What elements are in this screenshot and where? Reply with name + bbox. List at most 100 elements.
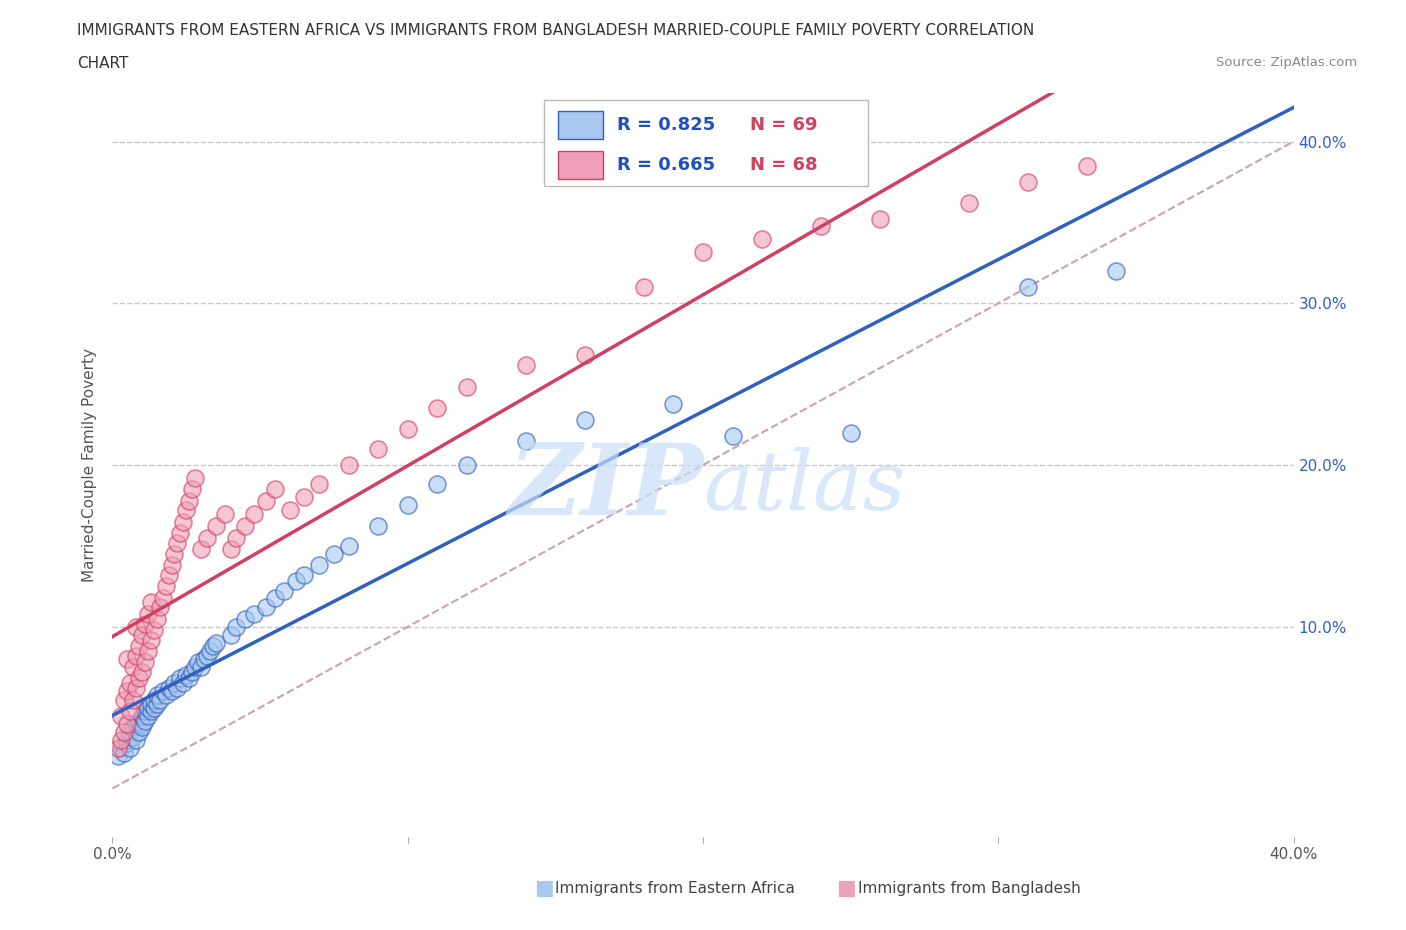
Point [139, 697, 162, 711]
Point [155, 687, 177, 702]
Point [112, 692, 135, 707]
Point [110, 733, 132, 748]
Point [292, 567, 315, 582]
Point [190, 659, 212, 674]
Point [810, 219, 832, 233]
Text: R = 0.825: R = 0.825 [617, 116, 716, 134]
Point [233, 611, 256, 626]
Point [122, 692, 145, 707]
Point [273, 584, 295, 599]
FancyBboxPatch shape [558, 151, 603, 179]
Point [633, 280, 655, 295]
Point [131, 716, 153, 731]
Point [136, 644, 159, 658]
Point [751, 232, 773, 246]
Point [117, 684, 138, 698]
Point [163, 547, 186, 562]
Point [157, 567, 180, 582]
Text: ZIP: ZIP [508, 439, 703, 536]
Point [396, 498, 419, 512]
Point [134, 655, 156, 670]
Point [692, 244, 714, 259]
Point [721, 429, 744, 444]
Point [152, 684, 174, 698]
Point [308, 558, 330, 573]
Point [125, 733, 148, 748]
Point [456, 458, 478, 472]
Text: CHART: CHART [77, 56, 129, 71]
Point [233, 519, 256, 534]
Point [110, 709, 132, 724]
Point [107, 749, 129, 764]
Point [278, 503, 301, 518]
Point [243, 606, 266, 621]
Point [112, 746, 135, 761]
FancyBboxPatch shape [544, 100, 869, 186]
Point [131, 628, 153, 643]
Point [195, 530, 218, 545]
Point [201, 639, 224, 654]
Point [219, 541, 242, 556]
Text: Source: ZipAtlas.com: Source: ZipAtlas.com [1216, 56, 1357, 69]
Text: ■: ■ [837, 878, 856, 898]
Point [128, 713, 150, 728]
Point [142, 700, 165, 715]
Point [426, 477, 449, 492]
Point [110, 740, 132, 755]
Point [163, 676, 186, 691]
Point [193, 652, 215, 667]
Point [515, 357, 537, 372]
Point [292, 490, 315, 505]
Point [181, 665, 204, 680]
Point [179, 671, 201, 686]
Y-axis label: Married-Couple Family Poverty: Married-Couple Family Poverty [82, 348, 97, 582]
Point [134, 616, 156, 631]
Point [149, 692, 172, 707]
Point [125, 648, 148, 663]
Point [396, 422, 419, 437]
Text: Immigrants from Eastern Africa: Immigrants from Eastern Africa [555, 881, 796, 896]
Text: ■: ■ [534, 878, 554, 898]
Point [574, 412, 596, 427]
Point [152, 591, 174, 605]
Point [172, 676, 194, 691]
Point [198, 644, 221, 658]
Point [205, 519, 228, 534]
Point [169, 671, 191, 686]
Point [120, 703, 142, 718]
Point [264, 482, 287, 497]
Point [120, 724, 142, 739]
Point [134, 713, 156, 728]
Point [160, 558, 183, 573]
Point [136, 709, 159, 724]
Point [426, 401, 449, 416]
Point [367, 442, 389, 457]
Point [120, 676, 142, 691]
Point [169, 525, 191, 540]
Point [1017, 280, 1039, 295]
Text: N = 69: N = 69 [751, 116, 818, 134]
Point [139, 595, 162, 610]
Text: IMMIGRANTS FROM EASTERN AFRICA VS IMMIGRANTS FROM BANGLADESH MARRIED-COUPLE FAMI: IMMIGRANTS FROM EASTERN AFRICA VS IMMIGR… [77, 23, 1035, 38]
Point [1076, 158, 1098, 173]
Text: R = 0.665: R = 0.665 [617, 156, 714, 174]
Point [146, 697, 169, 711]
Point [174, 503, 197, 518]
Point [187, 655, 209, 670]
Point [155, 578, 177, 593]
Point [125, 619, 148, 634]
Point [184, 471, 207, 485]
Point [117, 736, 138, 751]
Point [515, 433, 537, 448]
Point [136, 700, 159, 715]
Point [146, 611, 169, 626]
Point [125, 681, 148, 696]
Point [243, 506, 266, 521]
Point [1105, 263, 1128, 278]
Point [219, 628, 242, 643]
Point [264, 591, 287, 605]
Point [117, 652, 138, 667]
Point [166, 535, 188, 550]
Point [122, 720, 145, 735]
Point [122, 659, 145, 674]
